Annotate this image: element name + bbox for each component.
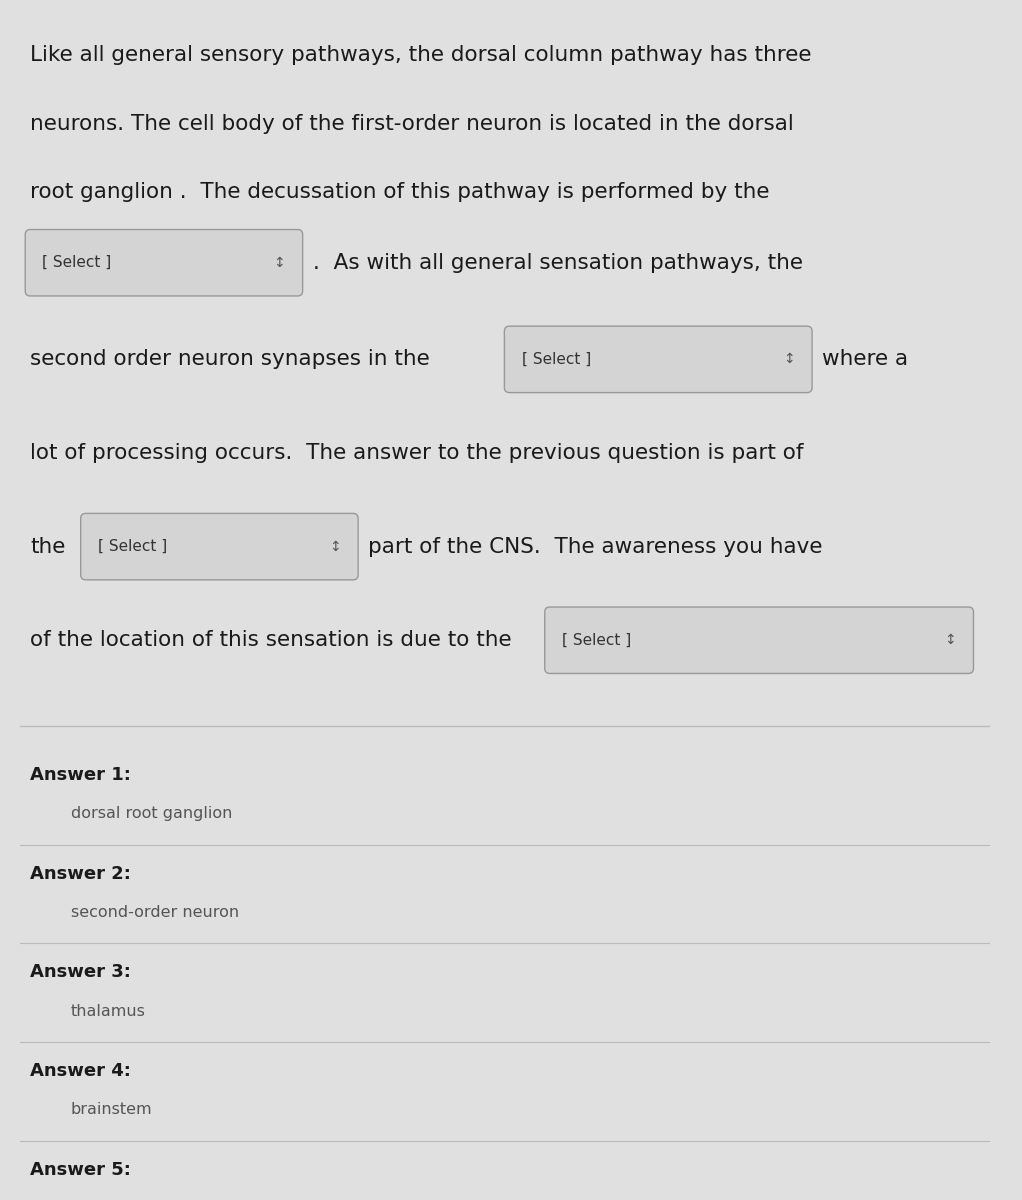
FancyBboxPatch shape (81, 514, 358, 580)
FancyBboxPatch shape (545, 607, 974, 673)
Text: [ Select ]: [ Select ] (98, 539, 168, 554)
Text: dorsal root ganglion: dorsal root ganglion (71, 806, 232, 821)
Text: Answer 1:: Answer 1: (31, 766, 131, 784)
Text: the: the (31, 536, 65, 557)
Text: ↕: ↕ (329, 540, 340, 553)
Text: [ Select ]: [ Select ] (562, 632, 632, 648)
Text: .  As with all general sensation pathways, the: . As with all general sensation pathways… (313, 253, 802, 272)
Text: thalamus: thalamus (71, 1003, 145, 1019)
Text: [ Select ]: [ Select ] (521, 352, 591, 367)
FancyBboxPatch shape (505, 326, 812, 392)
Text: where a: where a (822, 349, 909, 370)
FancyBboxPatch shape (26, 229, 303, 296)
Text: lot of processing occurs.  The answer to the previous question is part of: lot of processing occurs. The answer to … (31, 443, 803, 463)
Text: second-order neuron: second-order neuron (71, 905, 239, 920)
Text: Answer 4:: Answer 4: (31, 1062, 131, 1080)
Text: ↕: ↕ (274, 256, 285, 270)
Text: Answer 5:: Answer 5: (31, 1160, 131, 1178)
Text: Like all general sensory pathways, the dorsal column pathway has three: Like all general sensory pathways, the d… (31, 46, 811, 65)
Text: ↕: ↕ (783, 353, 795, 366)
Text: Answer 2:: Answer 2: (31, 865, 131, 883)
Text: brainstem: brainstem (71, 1103, 152, 1117)
Text: [ Select ]: [ Select ] (42, 256, 111, 270)
Text: ↕: ↕ (944, 634, 957, 647)
Text: root ganglion .  The decussation of this pathway is performed by the: root ganglion . The decussation of this … (31, 182, 770, 203)
Text: neurons. The cell body of the first-order neuron is located in the dorsal: neurons. The cell body of the first-orde… (31, 114, 794, 133)
Text: of the location of this sensation is due to the: of the location of this sensation is due… (31, 630, 512, 650)
Text: second order neuron synapses in the: second order neuron synapses in the (31, 349, 430, 370)
Text: part of the CNS.  The awareness you have: part of the CNS. The awareness you have (368, 536, 823, 557)
Text: Answer 3:: Answer 3: (31, 964, 131, 982)
